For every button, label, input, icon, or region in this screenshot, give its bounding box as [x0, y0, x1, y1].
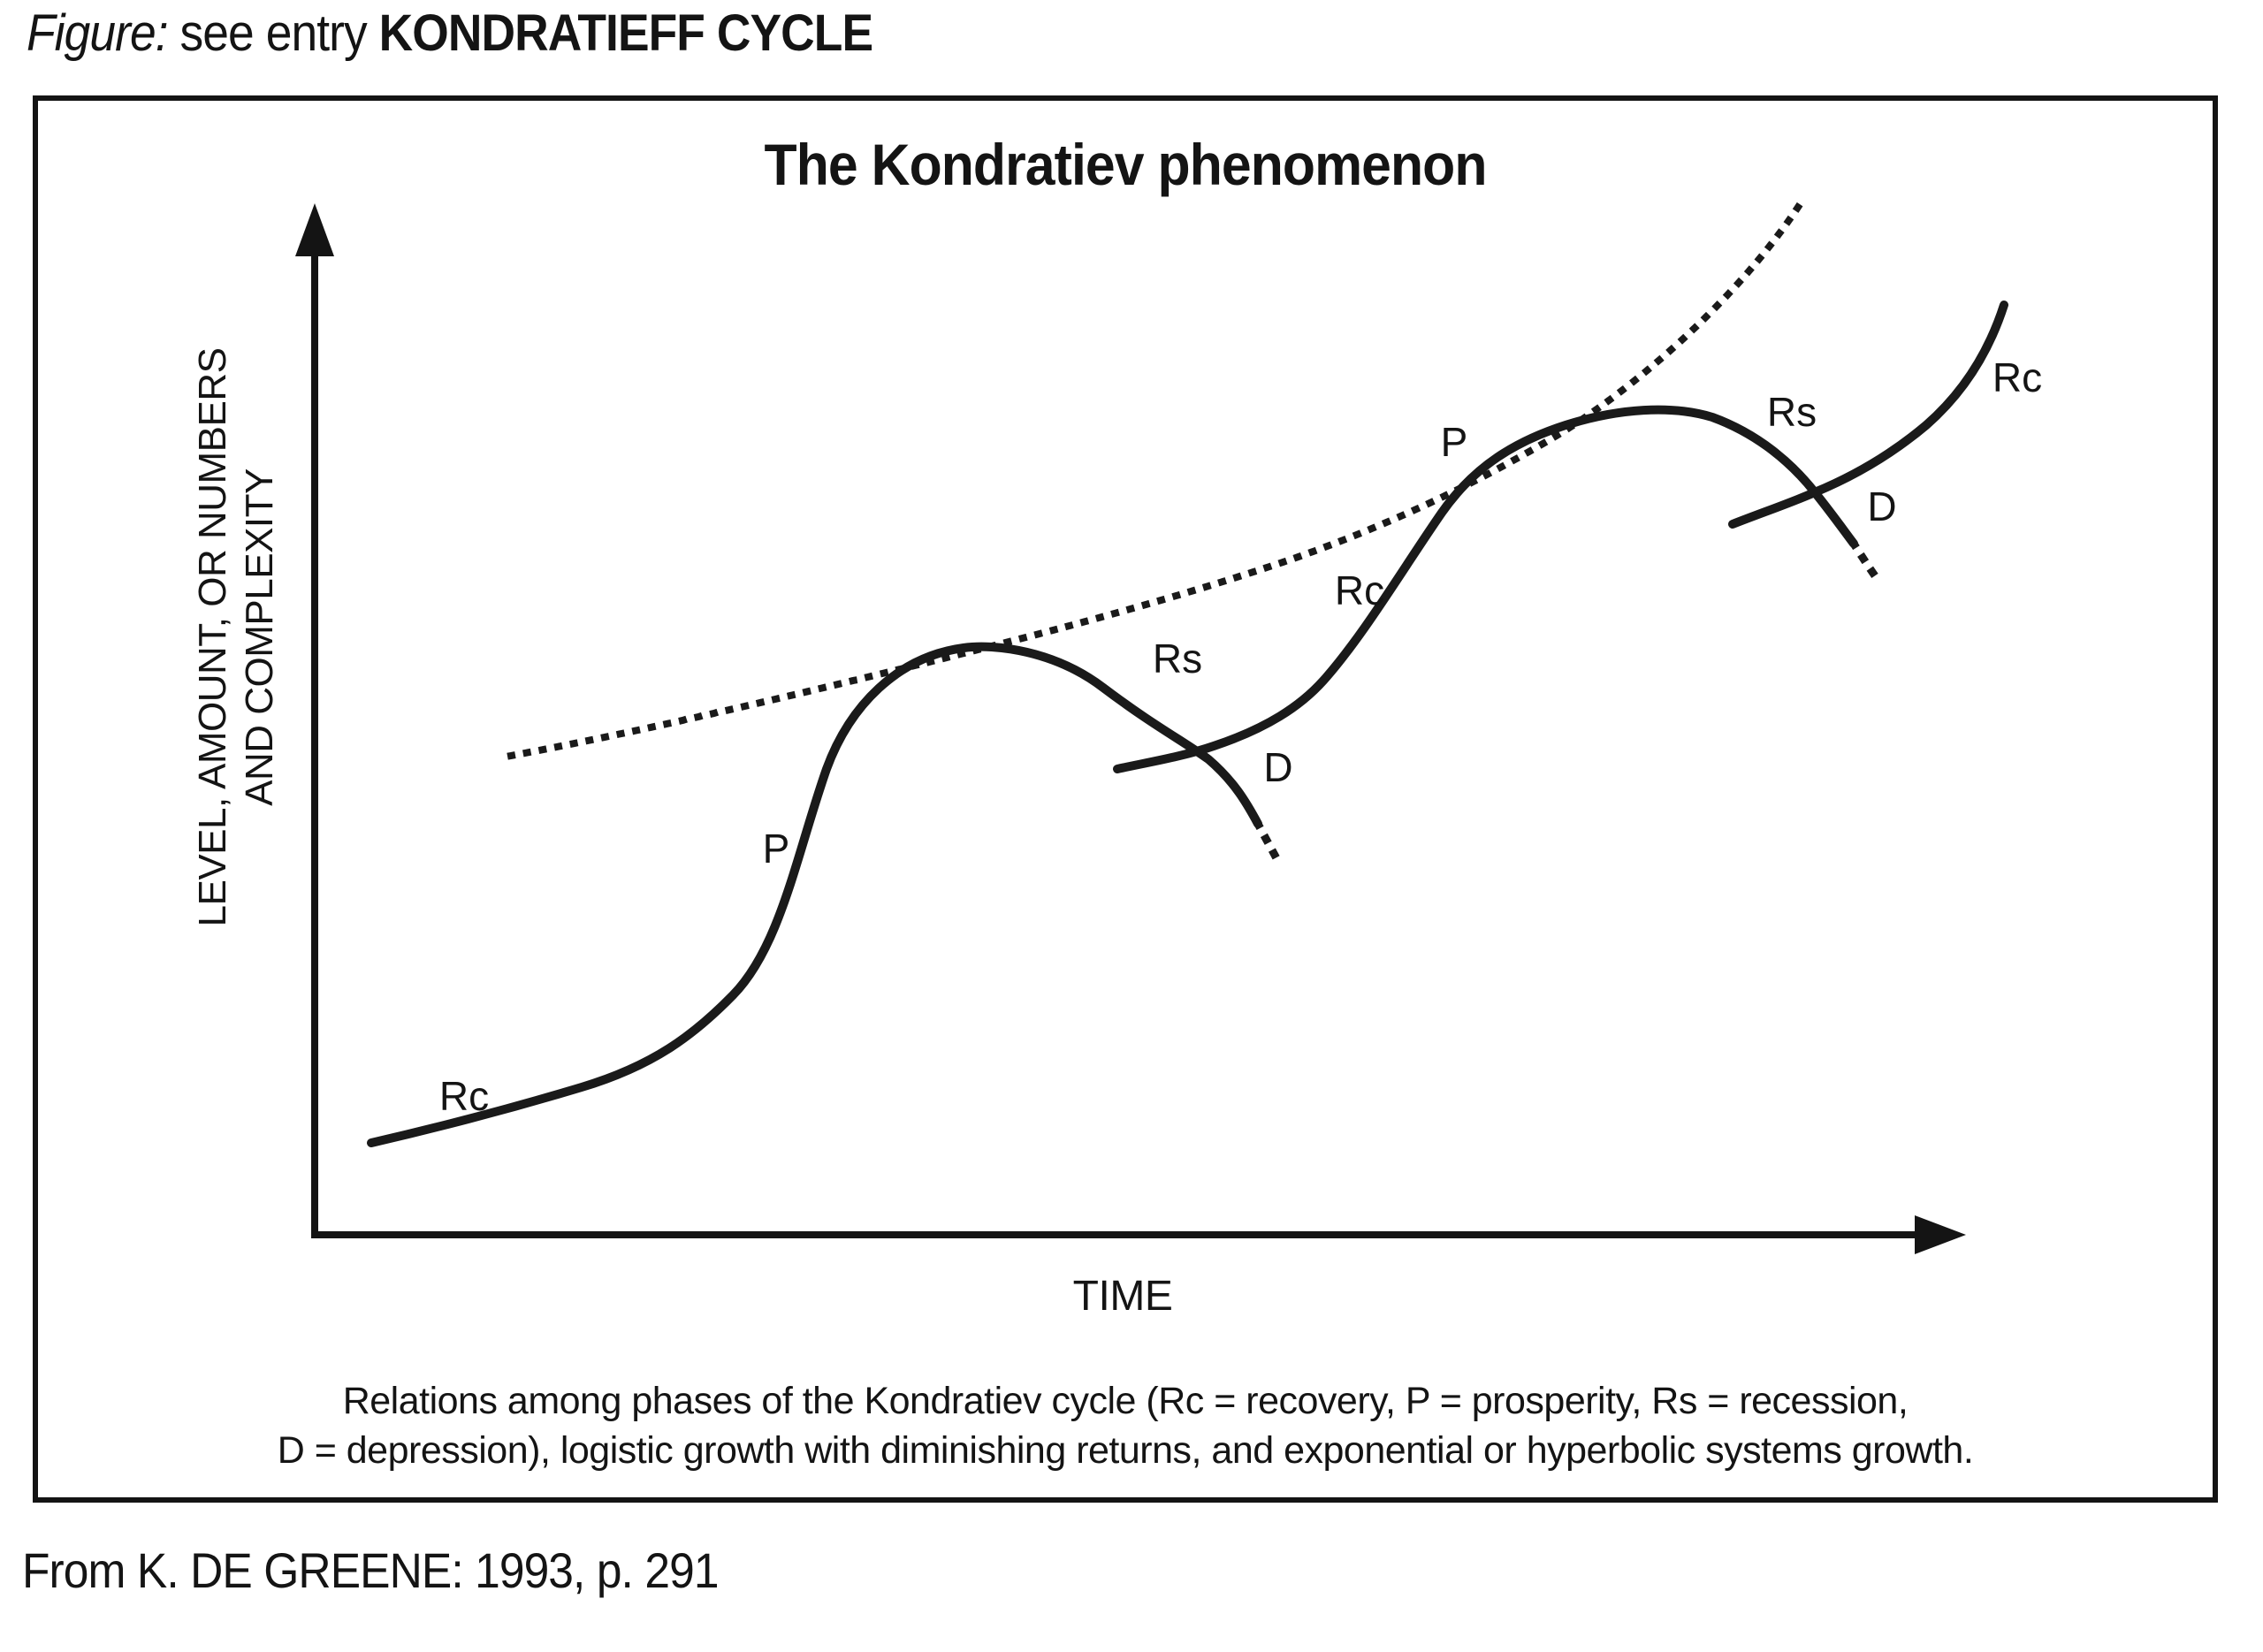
figure-caption-line1: Relations among phases of the Kondratiev… [342, 1380, 1909, 1423]
wave1-curve [367, 642, 1262, 1147]
chart-title: The Kondratiev phenomenon [38, 131, 2213, 198]
figure-header: Figure: see entry KONDRATIEFF CYCLE [27, 4, 946, 63]
phase-label-rs2: Rs [1767, 389, 1817, 435]
phase-label-rc2: Rc [1335, 567, 1384, 613]
phase-label-p1: P [763, 826, 790, 872]
phase-label-rc1: Rc [439, 1073, 489, 1119]
y-axis-arrowhead-icon [295, 203, 334, 256]
figure-caption-line2: D = depression), logistic growth with di… [277, 1429, 1974, 1473]
phase-label-p2: P [1441, 419, 1468, 465]
figure-header-middle: see entry [167, 4, 379, 62]
x-axis-label: TIME [1073, 1273, 1173, 1320]
figure-caption: Relations among phases of the Kondratiev… [38, 1377, 2213, 1476]
x-axis-arrowhead-icon [1915, 1215, 1966, 1254]
figure-header-prefix: Figure: [27, 4, 169, 62]
source-attribution-text: From K. DE GREENE: 1993, p. 291 [22, 1542, 719, 1598]
phase-label-d2: D [1867, 483, 1896, 529]
wave1-depression-tail [1252, 818, 1285, 870]
figure-header-entry: KONDRATIEFF CYCLE [378, 4, 873, 62]
y-axis-label-line1: LEVEL, AMOUNT, OR NUMBERS [191, 348, 234, 927]
kondratiev-plot: Rc P Rs D Rc P Rs D Rc TIME LEVEL, AMOUN… [191, 191, 2042, 1320]
figure-box: The Kondratiev phenomenon Rc P Rs D Rc P… [33, 95, 2218, 1503]
phase-label-rs1: Rs [1153, 636, 1202, 681]
phase-label-d1: D [1263, 744, 1292, 790]
wave2-depression-tail [1848, 537, 1886, 590]
wave2-curve [1113, 405, 1858, 773]
source-attribution: From K. DE GREENE: 1993, p. 291 [22, 1542, 779, 1599]
phase-label-rc3: Rc [1993, 354, 2042, 400]
chart-title-text: The Kondratiev phenomenon [764, 132, 1487, 197]
wave3-curve [1728, 301, 2008, 529]
y-axis-label-line2: AND COMPLEXITY [238, 468, 281, 806]
systems-growth-curve [507, 191, 1810, 760]
